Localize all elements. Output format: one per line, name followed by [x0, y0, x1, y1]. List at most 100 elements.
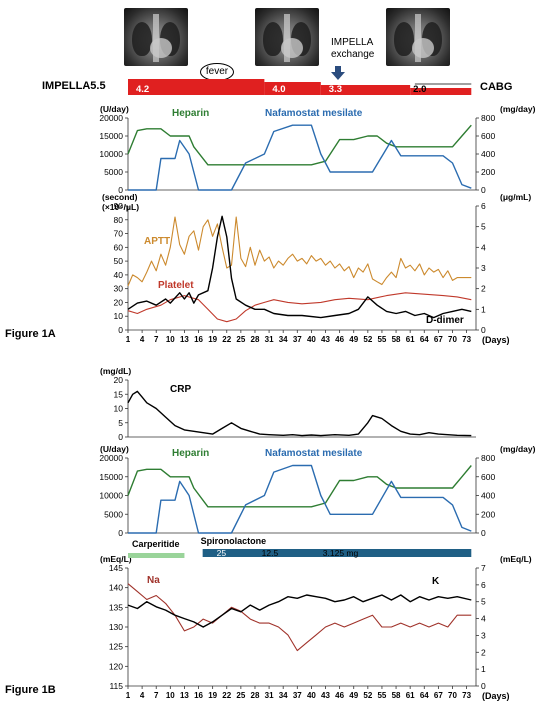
coag_1a-legend-aptt: APTT [144, 236, 170, 247]
fig1b-xtick-label: 70 [448, 691, 457, 700]
fig1b-xtick-label: 7 [154, 691, 159, 700]
anticoag_1a-ytick-label-right: 400 [481, 149, 495, 159]
fig1b-xtick-label: 58 [392, 691, 401, 700]
anticoag_1a-ytick-label-left: 15000 [99, 131, 123, 141]
anticoag_1a-ytick-label-left: 20000 [99, 113, 123, 123]
coag_1a-ytick-label-left: 10 [114, 311, 124, 321]
impella-segment-label-0: 4.2 [136, 84, 149, 95]
anticoag_1a-ylabel-right: (mg/day) [500, 104, 536, 114]
crp_1b-ytick-label-left: 5 [118, 418, 123, 428]
fig1a-xtick-label: 4 [140, 335, 145, 344]
coag_1a-ylabel-left-1: (second) [102, 192, 138, 202]
anticoag_1a-series-heparin [127, 124, 472, 166]
anticoag_1b-ylabel-left: (U/day) [100, 444, 129, 454]
coag_1a-ytick-label-left: 60 [114, 242, 124, 252]
anticoag_1b-series-heparin [127, 465, 472, 508]
crp_1b-ytick-label-left: 20 [114, 375, 124, 385]
impella-segment-1 [264, 82, 321, 95]
fig1b-xtick-label: 40 [307, 691, 316, 700]
fig1a-xtick-label: 64 [420, 335, 429, 344]
anticoag_1a-ytick-label-right: 800 [481, 113, 495, 123]
fig1b-xtick-label: 49 [349, 691, 358, 700]
electrolytes_1b-legend-k: K [432, 576, 440, 587]
coag_1a-series-platelet [127, 292, 472, 323]
anticoag_1b-legend-nafamostat-mesilate: Nafamostat mesilate [265, 448, 363, 459]
fig1b-xtick-label: 10 [166, 691, 175, 700]
bar-segment-label-12-5: 12.5 [262, 548, 279, 558]
anticoag_1b-ytick-label-right: 400 [481, 491, 495, 501]
fig1b-xlabel: (Days) [482, 691, 510, 701]
fig1a-xtick-label: 61 [406, 335, 415, 344]
crp_1b-ytick-label-left: 15 [114, 389, 124, 399]
electrolytes_1b-ytick-label-right: 7 [481, 563, 486, 573]
figure-1a-label: Figure 1A [5, 328, 56, 340]
anticoag_1b-ytick-label-right: 0 [481, 528, 486, 538]
coag_1a-ylabel-right: (μg/mL) [500, 192, 531, 202]
fig1a-xtick-label: 28 [251, 335, 260, 344]
electrolytes_1b-ytick-label-left: 140 [109, 583, 123, 593]
fig1a-xtick-label: 58 [392, 335, 401, 344]
coag_1a-ytick-label-right: 6 [481, 201, 486, 211]
fig1a-xtick-label: 7 [154, 335, 159, 344]
anticoag_1a-legend-nafamostat-mesilate: Nafamostat mesilate [265, 108, 363, 119]
electrolytes_1b-ytick-label-right: 2 [481, 647, 486, 657]
coag_1a-ylabel-left-2: (×10⁴/μL) [102, 202, 139, 212]
fig1b-xtick-label: 34 [279, 691, 288, 700]
exchange-label-1: IMPELLA [331, 37, 374, 48]
coag_1a-ytick-label-right: 1 [481, 304, 486, 314]
coag_1a-ytick-label-right: 3 [481, 263, 486, 273]
fig1a-xlabel: (Days) [482, 335, 510, 345]
fig1a-xtick-label: 13 [180, 335, 189, 344]
coag_1a-ytick-label-right: 4 [481, 242, 486, 252]
anticoag_1b-ytick-label-left: 15000 [99, 472, 123, 482]
impella-segment-0 [128, 79, 265, 95]
electrolytes_1b-ytick-label-left: 135 [109, 602, 123, 612]
exchange-arrow-icon [331, 66, 345, 80]
anticoag_1b-ytick-label-left: 20000 [99, 453, 123, 463]
fig1b-xtick-label: 4 [140, 691, 145, 700]
bar-segment-label-25: 25 [217, 548, 227, 558]
coag_1a-ytick-label-right: 2 [481, 284, 486, 294]
coag_1a-ytick-label-left: 70 [114, 229, 124, 239]
fig1a-xtick-label: 34 [279, 335, 288, 344]
fig1a-xtick-label: 22 [222, 335, 231, 344]
electrolytes_1b-ytick-label-right: 1 [481, 664, 486, 674]
figure-1b-label: Figure 1B [5, 684, 56, 696]
fig1a-xtick-label: 52 [363, 335, 372, 344]
bar-spironolactone [202, 549, 472, 557]
anticoag_1b-ytick-label-left: 0 [118, 528, 123, 538]
fig1b-xtick-label: 55 [377, 691, 386, 700]
fig1a-xtick-label: 67 [434, 335, 443, 344]
fig1b-xtick-label: 64 [420, 691, 429, 700]
coag_1a-legend-platelet: Platelet [158, 280, 194, 291]
fig1a-xtick-label: 37 [293, 335, 302, 344]
electrolytes_1b-ytick-label-right: 4 [481, 614, 486, 624]
fig1a-xtick-label: 49 [349, 335, 358, 344]
fig1b-xtick-label: 52 [363, 691, 372, 700]
fig1b-xtick-label: 37 [293, 691, 302, 700]
fig1a-xtick-label: 1 [126, 335, 131, 344]
anticoag_1a-legend-heparin: Heparin [172, 108, 209, 119]
fig1b-xtick-label: 16 [194, 691, 203, 700]
fig1a-xtick-label: 55 [377, 335, 386, 344]
coag_1a-ytick-label-left: 30 [114, 284, 124, 294]
electrolytes_1b-legend-na: Na [147, 575, 160, 586]
anticoag_1b-ytick-label-right: 600 [481, 472, 495, 482]
electrolytes_1b-series-na [127, 583, 472, 652]
impella-segment-3 [410, 88, 472, 95]
bar-label-carperitide: Carperitide [132, 539, 180, 549]
fig1b-xtick-label: 13 [180, 691, 189, 700]
bar-segment-label-3-125-mg: 3.125 mg [323, 548, 359, 558]
impella-segment-2 [320, 85, 411, 95]
coag_1a-series-aptt [127, 216, 472, 287]
coag_1a-series-d-dimer [127, 215, 472, 319]
bar-carperitide [128, 553, 185, 558]
coag_1a-ytick-label-left: 20 [114, 297, 124, 307]
anticoag_1a-ytick-label-right: 200 [481, 167, 495, 177]
anticoag_1b-ytick-label-left: 5000 [104, 509, 123, 519]
electrolytes_1b-ytick-label-left: 145 [109, 563, 123, 573]
anticoag_1a-ytick-label-right: 0 [481, 185, 486, 195]
anticoag_1b-ytick-label-right: 200 [481, 509, 495, 519]
electrolytes_1b-ylabel-right: (mEq/L) [500, 554, 532, 564]
